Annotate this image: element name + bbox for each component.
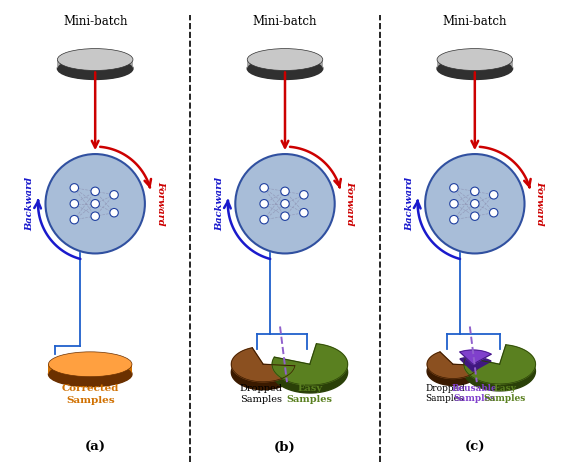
Ellipse shape [48,352,132,377]
Polygon shape [247,59,323,68]
Text: Backward: Backward [405,177,414,231]
Polygon shape [427,352,479,379]
Ellipse shape [437,58,512,80]
Polygon shape [272,352,348,393]
Ellipse shape [58,58,133,80]
Ellipse shape [58,58,133,80]
Text: Dropped: Dropped [239,384,283,393]
Ellipse shape [247,58,323,80]
Circle shape [281,199,289,208]
Polygon shape [48,364,132,374]
Ellipse shape [437,49,512,71]
Polygon shape [427,359,479,386]
Text: (b): (b) [274,440,296,453]
Circle shape [471,187,479,196]
Text: Backward: Backward [26,177,35,231]
Text: (a): (a) [85,440,105,453]
Text: Samples: Samples [454,394,496,403]
Circle shape [110,208,119,217]
Circle shape [450,183,458,192]
Text: Easy: Easy [493,384,516,393]
Circle shape [110,190,119,199]
Polygon shape [231,348,295,382]
Ellipse shape [437,58,512,80]
Ellipse shape [247,58,323,80]
Text: Mini-batch: Mini-batch [442,15,507,29]
Polygon shape [272,344,348,385]
Circle shape [260,183,268,192]
Text: Samples: Samples [240,395,282,404]
Text: Samples: Samples [66,396,115,405]
Text: Mini-batch: Mini-batch [253,15,317,29]
Circle shape [471,199,479,208]
Polygon shape [460,357,491,371]
Circle shape [425,154,524,254]
Circle shape [235,154,335,254]
Circle shape [450,199,458,208]
Ellipse shape [48,362,132,387]
Circle shape [281,187,289,196]
Circle shape [490,208,498,217]
Ellipse shape [58,49,133,71]
Circle shape [70,199,79,208]
Text: Backward: Backward [215,177,225,231]
Text: Corrected: Corrected [62,384,119,393]
Circle shape [281,212,289,220]
Text: Forward: Forward [345,182,355,226]
Polygon shape [464,345,535,384]
Text: Dropped: Dropped [425,384,465,393]
Text: Mini-batch: Mini-batch [63,15,128,29]
Polygon shape [460,350,491,364]
Circle shape [300,190,308,199]
Text: Reusable: Reusable [452,384,498,393]
Polygon shape [437,59,512,68]
Ellipse shape [247,49,323,71]
Circle shape [450,215,458,224]
Polygon shape [231,356,295,390]
Text: (c): (c) [465,440,485,453]
Circle shape [70,215,79,224]
Circle shape [91,199,99,208]
Text: Samples: Samples [426,394,465,403]
Circle shape [260,199,268,208]
Circle shape [490,190,498,199]
Polygon shape [464,352,535,391]
Text: Forward: Forward [156,182,165,226]
Circle shape [91,212,99,220]
Text: Easy: Easy [298,384,323,393]
Circle shape [300,208,308,217]
Circle shape [471,212,479,220]
Polygon shape [58,59,133,68]
Circle shape [46,154,145,254]
Circle shape [91,187,99,196]
Circle shape [70,183,79,192]
Text: Samples: Samples [287,395,333,404]
Circle shape [260,215,268,224]
Text: Forward: Forward [535,182,544,226]
Text: Samples: Samples [483,394,526,403]
Ellipse shape [48,362,132,387]
